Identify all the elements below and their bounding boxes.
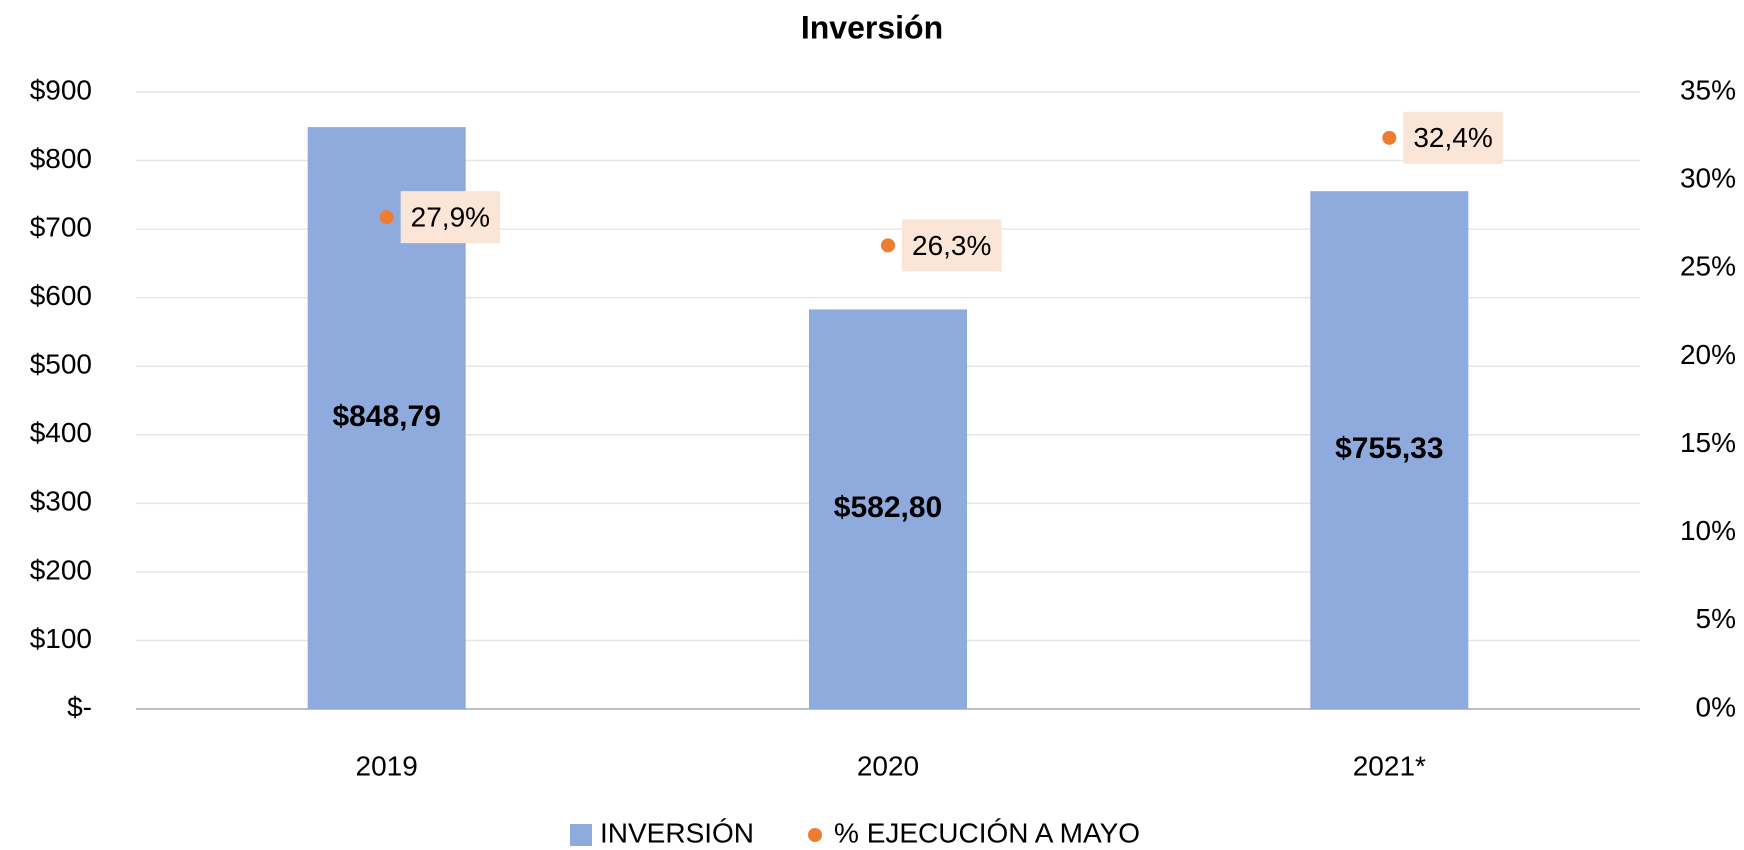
y-tick-label: $700 — [30, 212, 92, 243]
y-tick-label: $600 — [30, 280, 92, 311]
y2-tick-label: 20% — [1680, 339, 1736, 370]
legend-label: INVERSIÓN — [600, 817, 754, 848]
chart-title: Inversión — [801, 9, 943, 45]
y2-tick-label: 10% — [1680, 515, 1736, 546]
y-tick-label: $100 — [30, 623, 92, 654]
y2-tick-label: 15% — [1680, 427, 1736, 458]
point-value-label: 27,9% — [411, 202, 490, 233]
y-tick-label: $400 — [30, 417, 92, 448]
y2-tick-label: 0% — [1696, 691, 1736, 722]
y-tick-label: $- — [67, 691, 92, 722]
point-label-box — [1403, 111, 1503, 164]
y-tick-label: $800 — [30, 143, 92, 174]
y2-tick-label: 35% — [1680, 74, 1736, 105]
y-tick-label: $300 — [30, 486, 92, 517]
bar — [809, 309, 967, 709]
y2-tick-label: 5% — [1696, 603, 1736, 634]
y-tick-label: $500 — [30, 349, 92, 380]
point-value-label: 26,3% — [912, 230, 991, 261]
y2-tick-label: 25% — [1680, 251, 1736, 282]
legend-swatch — [570, 824, 592, 846]
bar-value-label: $755,33 — [1335, 432, 1443, 465]
point-value-label: 32,4% — [1413, 122, 1492, 153]
x-tick-label: 2019 — [356, 750, 418, 781]
legend-swatch — [808, 828, 823, 842]
bar — [1310, 191, 1469, 709]
y2-tick-label: 30% — [1680, 163, 1736, 194]
y-tick-label: $200 — [30, 554, 92, 585]
y-tick-label: $900 — [30, 74, 92, 105]
x-tick-label: 2020 — [857, 750, 919, 781]
legend-label: % EJECUCIÓN A MAYO — [834, 817, 1140, 848]
x-tick-label: 2021* — [1353, 750, 1426, 781]
bar-value-label: $848,79 — [332, 400, 440, 433]
point-label-box — [902, 219, 1002, 272]
bar-value-label: $582,80 — [834, 491, 942, 524]
point — [881, 238, 895, 253]
point — [1382, 130, 1397, 145]
point-label-box — [400, 191, 501, 244]
point — [379, 210, 394, 225]
